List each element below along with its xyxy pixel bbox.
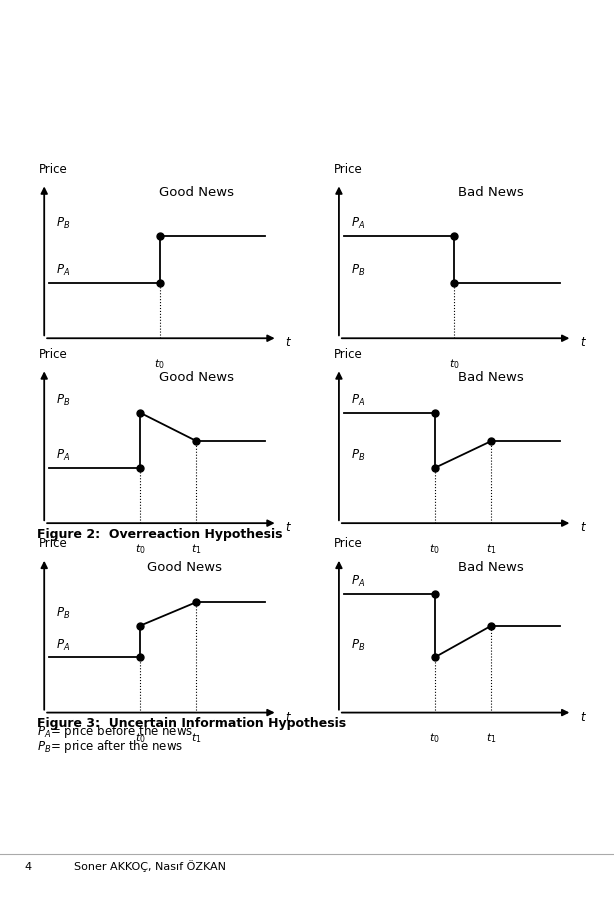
Text: Good News: Good News — [147, 560, 222, 574]
Text: $P_A$: $P_A$ — [56, 638, 71, 653]
Text: $P_B$: $P_B$ — [351, 448, 365, 464]
Text: $P_B$: $P_B$ — [351, 638, 365, 653]
Text: $P_A$: $P_A$ — [351, 216, 365, 231]
Text: Figure 3:  Uncertain Information Hypothesis: Figure 3: Uncertain Information Hypothes… — [37, 717, 346, 730]
Text: $t_0$: $t_0$ — [134, 732, 146, 745]
Text: Price: Price — [39, 162, 68, 176]
Text: Soner AKKOÇ, Nasıf ÖZKAN: Soner AKKOÇ, Nasıf ÖZKAN — [74, 861, 226, 872]
Text: Price: Price — [39, 537, 68, 550]
Text: Figure 2:  Overreaction Hypothesis: Figure 2: Overreaction Hypothesis — [37, 528, 282, 540]
Text: Price: Price — [334, 537, 363, 550]
Text: Bad News: Bad News — [458, 560, 524, 574]
Text: $P_A$: $P_A$ — [56, 263, 71, 278]
Text: $t_1$: $t_1$ — [486, 732, 497, 745]
Text: $P_A$: $P_A$ — [351, 393, 365, 408]
Text: $P_A$: $P_A$ — [56, 448, 71, 464]
Text: t: t — [285, 711, 290, 723]
Text: t: t — [580, 336, 585, 349]
Text: $P_B$: $P_B$ — [56, 606, 71, 621]
Text: $t_0$: $t_0$ — [429, 732, 440, 745]
Text: $t_0$: $t_0$ — [449, 357, 460, 371]
Text: $P_B$= price after the news: $P_B$= price after the news — [37, 739, 183, 756]
Text: $t_1$: $t_1$ — [486, 542, 497, 556]
Text: Bad News: Bad News — [458, 371, 524, 384]
Text: $P_B$: $P_B$ — [56, 393, 71, 408]
Text: Bad News: Bad News — [458, 186, 524, 199]
Text: $t_1$: $t_1$ — [191, 542, 202, 556]
Text: t: t — [580, 521, 585, 534]
Text: Price: Price — [39, 347, 68, 361]
Text: 4: 4 — [25, 862, 32, 872]
Text: t: t — [285, 336, 290, 349]
Text: $t_0$: $t_0$ — [154, 357, 165, 371]
Text: t: t — [285, 521, 290, 534]
Text: $t_0$: $t_0$ — [429, 542, 440, 556]
Text: $P_A$= price before the news: $P_A$= price before the news — [37, 723, 193, 741]
Text: Good News: Good News — [159, 186, 234, 199]
Text: t: t — [580, 711, 585, 723]
Text: $P_A$: $P_A$ — [351, 575, 365, 590]
Text: $t_0$: $t_0$ — [134, 542, 146, 556]
Text: $t_1$: $t_1$ — [191, 732, 202, 745]
Text: Price: Price — [334, 162, 363, 176]
Text: Price: Price — [334, 347, 363, 361]
Text: Good News: Good News — [159, 371, 234, 384]
Text: $P_B$: $P_B$ — [56, 216, 71, 231]
Text: $P_B$: $P_B$ — [351, 263, 365, 278]
